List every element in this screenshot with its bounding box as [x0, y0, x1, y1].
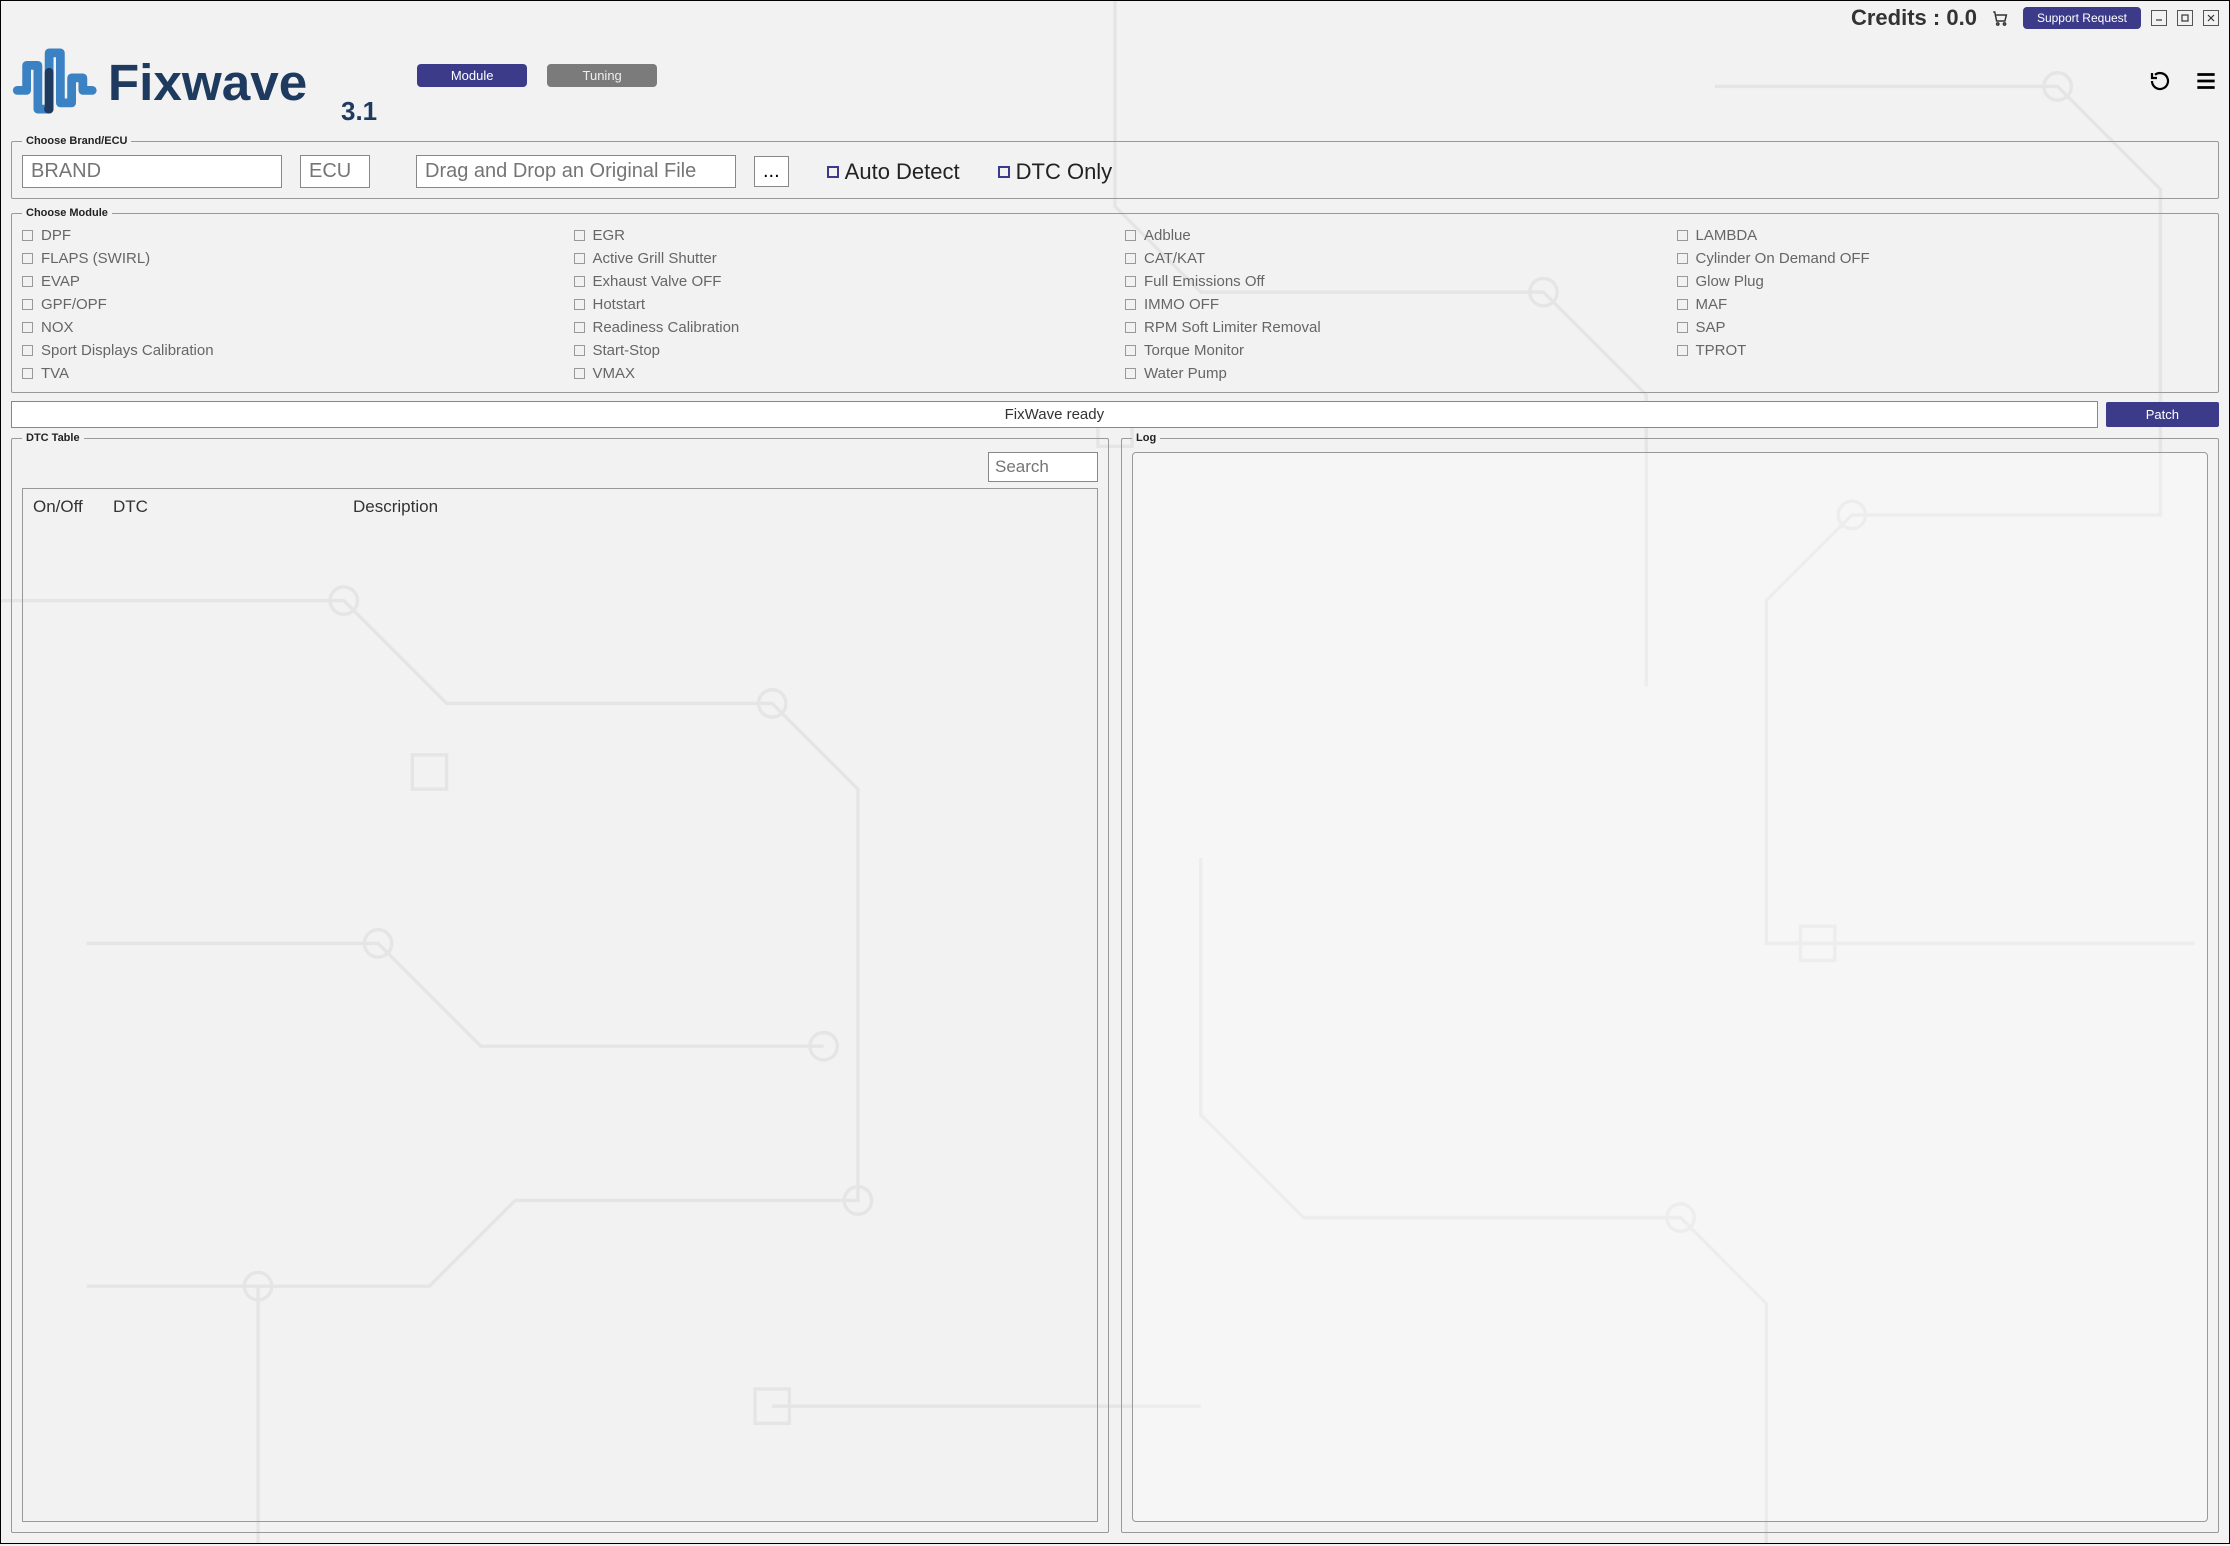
- module-checkbox-adblue[interactable]: Adblue: [1125, 227, 1657, 244]
- credits-label: Credits : 0.0: [1851, 5, 1977, 31]
- cart-icon[interactable]: [1987, 5, 2013, 31]
- module-checkbox-maf[interactable]: MAF: [1677, 296, 2209, 313]
- file-drop-input[interactable]: [416, 155, 736, 188]
- module-checkbox-cylinder-on-demand-off[interactable]: Cylinder On Demand OFF: [1677, 250, 2209, 267]
- module-checkbox-water-pump[interactable]: Water Pump: [1125, 365, 1657, 382]
- header: Fixwave 3.1 Module Tuning: [1, 31, 2229, 131]
- module-checkbox-sap[interactable]: SAP: [1677, 319, 2209, 336]
- module-checkbox-rpm-soft-limiter-removal[interactable]: RPM Soft Limiter Removal: [1125, 319, 1657, 336]
- module-checkbox-glow-plug[interactable]: Glow Plug: [1677, 273, 2209, 290]
- brand-ecu-panel: Choose Brand/ECU ... Auto Detect DTC Onl…: [11, 135, 2219, 199]
- module-checkbox-start-stop[interactable]: Start-Stop: [574, 342, 1106, 359]
- dtc-table[interactable]: On/Off DTC Description: [22, 488, 1098, 1522]
- log-panel: Log: [1121, 432, 2219, 1533]
- tab-module[interactable]: Module: [417, 64, 527, 87]
- browse-file-button[interactable]: ...: [754, 156, 789, 187]
- dtc-only-checkbox[interactable]: DTC Only: [998, 159, 1113, 185]
- dtc-col-onoff: On/Off: [33, 497, 93, 517]
- dtc-table-legend: DTC Table: [22, 432, 84, 444]
- module-checkbox-cat-kat[interactable]: CAT/KAT: [1125, 250, 1657, 267]
- module-checkbox-vmax[interactable]: VMAX: [574, 365, 1106, 382]
- ecu-input[interactable]: [300, 155, 370, 188]
- module-checkbox-lambda[interactable]: LAMBDA: [1677, 227, 2209, 244]
- dtc-table-panel: DTC Table On/Off DTC Description: [11, 432, 1109, 1533]
- module-checkbox-active-grill-shutter[interactable]: Active Grill Shutter: [574, 250, 1106, 267]
- module-checkbox-dpf[interactable]: DPF: [22, 227, 554, 244]
- tab-tuning[interactable]: Tuning: [547, 64, 657, 87]
- choose-module-panel: Choose Module DPF EGR Adblue LAMBDA FLAPS (S…: [11, 207, 2219, 393]
- tab-bar: Module Tuning: [417, 64, 657, 99]
- module-checkbox-readiness-calibration[interactable]: Readiness Calibration: [574, 319, 1106, 336]
- patch-button[interactable]: Patch: [2106, 402, 2219, 427]
- dtc-col-dtc: DTC: [113, 497, 333, 517]
- module-checkbox-torque-monitor[interactable]: Torque Monitor: [1125, 342, 1657, 359]
- module-checkbox-egr[interactable]: EGR: [574, 227, 1106, 244]
- module-checkbox-exhaust-valve-off[interactable]: Exhaust Valve OFF: [574, 273, 1106, 290]
- choose-module-legend: Choose Module: [22, 207, 112, 219]
- log-output[interactable]: [1132, 452, 2208, 1522]
- module-checkbox-nox[interactable]: NOX: [22, 319, 554, 336]
- module-checkbox-sport-displays-calibration[interactable]: Sport Displays Calibration: [22, 342, 554, 359]
- module-checkbox-immo-off[interactable]: IMMO OFF: [1125, 296, 1657, 313]
- module-checkbox-hotstart[interactable]: Hotstart: [574, 296, 1106, 313]
- window-minimize-button[interactable]: [2151, 10, 2167, 26]
- module-checkbox-tprot[interactable]: TPROT: [1677, 342, 2209, 359]
- support-request-button[interactable]: Support Request: [2023, 7, 2141, 29]
- auto-detect-checkbox[interactable]: Auto Detect: [827, 159, 960, 185]
- topbar: Credits : 0.0 Support Request: [1, 1, 2229, 31]
- log-legend: Log: [1132, 432, 1160, 444]
- refresh-icon[interactable]: [2147, 68, 2173, 94]
- dtc-search-input[interactable]: [988, 452, 1098, 482]
- window-close-button[interactable]: [2203, 10, 2219, 26]
- brand-ecu-legend: Choose Brand/ECU: [22, 135, 131, 147]
- status-row: FixWave ready Patch: [11, 401, 2219, 428]
- status-bar: FixWave ready: [11, 401, 2098, 428]
- brand-input[interactable]: [22, 155, 282, 188]
- svg-text:Fixwave: Fixwave: [108, 54, 307, 111]
- module-checkbox-flaps-swirl[interactable]: FLAPS (SWIRL): [22, 250, 554, 267]
- menu-icon[interactable]: [2193, 68, 2219, 94]
- window-maximize-button[interactable]: [2177, 10, 2193, 26]
- app-version: 3.1: [341, 96, 377, 127]
- dtc-col-description: Description: [353, 497, 438, 517]
- app-logo: Fixwave: [11, 31, 361, 131]
- module-checkbox-full-emissions-off[interactable]: Full Emissions Off: [1125, 273, 1657, 290]
- module-checkbox-evap[interactable]: EVAP: [22, 273, 554, 290]
- module-checkbox-tva[interactable]: TVA: [22, 365, 554, 382]
- module-checkbox-gpf-opf[interactable]: GPF/OPF: [22, 296, 554, 313]
